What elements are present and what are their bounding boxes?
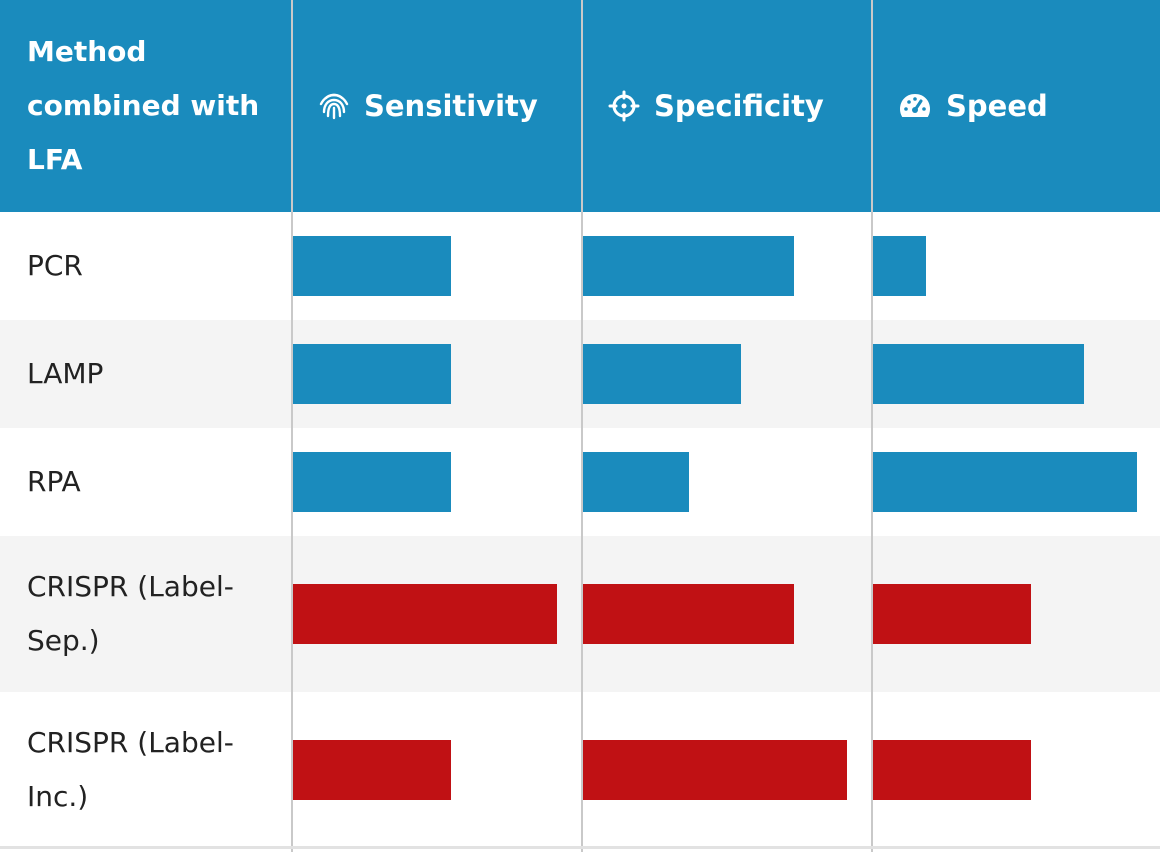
header-method-line-3: LFA — [27, 143, 83, 176]
header-specificity-label: Specificity — [654, 89, 824, 123]
header-speed-label: Speed — [946, 89, 1048, 123]
row-label-line: PCR — [27, 249, 83, 282]
header-method-line-2: combined with — [27, 89, 260, 122]
row-label: CRISPR (Label- Inc.) — [27, 716, 234, 824]
header-speed-cell: Speed — [872, 0, 1160, 212]
bar-specificity — [583, 584, 794, 644]
bar-sensitivity — [293, 584, 557, 644]
speedometer-icon — [898, 90, 932, 122]
bar-specificity — [583, 452, 689, 512]
row-label: CRISPR (Label- Sep.) — [27, 560, 234, 668]
bar-speed — [873, 584, 1031, 644]
row-label-line: CRISPR (Label- — [27, 726, 234, 759]
table-bottom-border — [0, 846, 1160, 849]
row-label: RPA — [27, 455, 81, 509]
row-label-line: Sep.) — [27, 624, 100, 657]
table-row: RPA — [0, 428, 1160, 536]
row-label-line: CRISPR (Label- — [27, 570, 234, 603]
row-label: PCR — [27, 239, 83, 293]
table-row: PCR — [0, 212, 1160, 320]
row-label: LAMP — [27, 347, 103, 401]
bar-speed — [873, 740, 1031, 800]
table-row: CRISPR (Label- Inc.) — [0, 692, 1160, 848]
column-divider — [871, 0, 873, 852]
header-method-cell: Method combined with LFA — [0, 0, 292, 212]
header-method-title: Method combined with LFA — [27, 25, 259, 187]
header-sensitivity-label: Sensitivity — [364, 89, 538, 123]
bar-sensitivity — [293, 236, 451, 296]
column-divider — [291, 0, 293, 852]
fingerprint-icon — [318, 90, 350, 122]
bar-specificity — [583, 740, 847, 800]
row-label-line: Inc.) — [27, 780, 89, 813]
bar-speed — [873, 452, 1137, 512]
bar-specificity — [583, 236, 794, 296]
row-label-line: LAMP — [27, 357, 104, 390]
column-divider — [581, 0, 583, 852]
bar-sensitivity — [293, 452, 451, 512]
bar-speed — [873, 344, 1084, 404]
row-label-line: RPA — [27, 465, 81, 498]
bar-sensitivity — [293, 344, 451, 404]
header-specificity-cell: Specificity — [582, 0, 872, 212]
bar-specificity — [583, 344, 741, 404]
crosshair-icon — [608, 90, 640, 122]
header-sensitivity-cell: Sensitivity — [292, 0, 582, 212]
bar-speed — [873, 236, 926, 296]
bar-sensitivity — [293, 740, 451, 800]
header-method-line-1: Method — [27, 35, 147, 68]
